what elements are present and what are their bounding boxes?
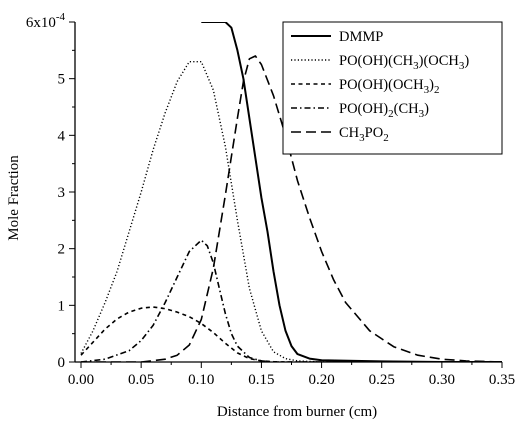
series-line-2 bbox=[80, 306, 502, 362]
y-tick-label: 1 bbox=[58, 298, 66, 314]
legend: DMMP PO(OH)(CH3)(OCH3) PO(OH)(OCH3)2 PO(OH)… bbox=[282, 21, 503, 155]
y-tick-label: 0 bbox=[58, 355, 66, 371]
y-axis-title: Mole Fraction bbox=[6, 155, 22, 241]
series-line-0 bbox=[201, 22, 502, 362]
x-tick-label: 0.20 bbox=[308, 372, 334, 388]
legend-label-0: DMMP bbox=[339, 29, 383, 45]
series-line-4 bbox=[81, 55, 502, 362]
y-tick-label: 2 bbox=[58, 242, 66, 258]
x-tick-label: 0.30 bbox=[429, 372, 455, 388]
x-tick-label: 0.10 bbox=[188, 372, 214, 388]
series-layer bbox=[80, 22, 502, 362]
y-tick-label: 5 bbox=[58, 72, 66, 88]
x-axis: 0.00 0.05 0.10 0.15 0.20 0.25 0.30 0.35 bbox=[68, 362, 515, 388]
x-tick-label: 0.00 bbox=[68, 372, 94, 388]
legend-label-4: CH3PO2 bbox=[339, 125, 389, 144]
x-tick-label: 0.05 bbox=[128, 372, 154, 388]
y-tick-label: 3 bbox=[58, 185, 66, 201]
x-tick-label: 0.15 bbox=[248, 372, 274, 388]
x-axis-title: Distance from burner (cm) bbox=[217, 404, 377, 420]
y-multiplier-label: 6x10-4 bbox=[26, 11, 66, 31]
x-tick-label: 0.25 bbox=[369, 372, 395, 388]
legend-label-2: PO(OH)(OCH3)2 bbox=[339, 77, 439, 96]
legend-label-1: PO(OH)(CH3)(OCH3) bbox=[339, 53, 469, 72]
legend-label-3: PO(OH)2(CH3) bbox=[339, 101, 429, 120]
legend-box bbox=[282, 21, 503, 155]
y-tick-label: 4 bbox=[58, 128, 66, 144]
y-axis: 0 1 2 3 4 5 6x10-4 bbox=[26, 11, 75, 371]
x-tick-label: 0.35 bbox=[489, 372, 515, 388]
series-line-3 bbox=[80, 239, 502, 362]
